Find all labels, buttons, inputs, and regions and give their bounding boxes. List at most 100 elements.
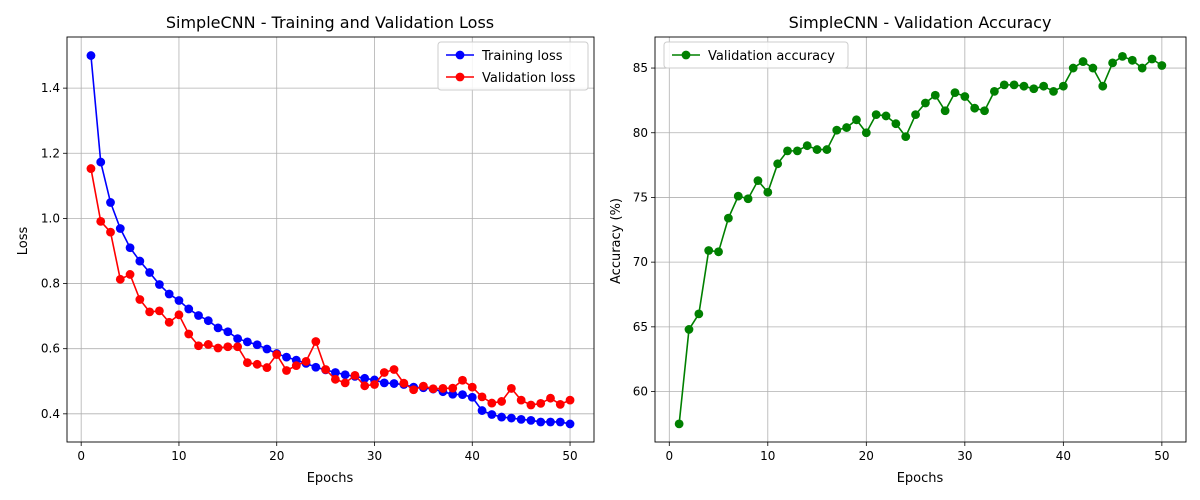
data-point: [565, 419, 575, 429]
data-point: [487, 410, 497, 419]
data-point: [409, 385, 419, 395]
data-point: [164, 289, 174, 299]
data-point: [233, 342, 243, 352]
x-tick-label: 40: [1056, 449, 1071, 463]
y-tick-label: 1.0: [41, 211, 60, 225]
data-point: [330, 368, 340, 377]
data-point: [555, 399, 565, 409]
legend-marker: [455, 50, 465, 60]
x-tick-label: 50: [1154, 449, 1169, 463]
accuracy-chart: SimpleCNN - Validation Accuracy Epochs A…: [609, 13, 1187, 486]
data-point: [135, 295, 145, 304]
data-point: [282, 352, 291, 362]
y-tick-label: 75: [633, 190, 648, 204]
data-point: [901, 132, 911, 142]
data-point: [467, 382, 477, 392]
data-point: [842, 123, 852, 132]
data-point: [546, 393, 555, 403]
data-point: [194, 341, 203, 351]
data-point: [252, 359, 262, 369]
data-point: [154, 280, 164, 289]
data-point: [184, 304, 194, 314]
data-point: [812, 145, 822, 154]
data-point: [223, 342, 233, 352]
x-tick-label: 0: [665, 449, 673, 463]
data-point: [115, 224, 125, 233]
data-point: [506, 413, 516, 423]
data-point: [861, 128, 871, 138]
x-tick-label: 10: [171, 449, 186, 463]
y-tick-label: 80: [633, 126, 648, 140]
data-point: [194, 311, 203, 320]
y-axis-label: Loss: [16, 227, 31, 256]
y-tick-label: 65: [633, 320, 648, 334]
data-point: [213, 323, 223, 333]
data-point: [733, 191, 743, 201]
data-point: [86, 51, 96, 60]
data-point: [891, 119, 901, 129]
data-point: [743, 194, 753, 204]
data-point: [1068, 63, 1078, 73]
data-point: [379, 378, 389, 388]
loss-chart: SimpleCNN - Training and Validation Loss…: [16, 13, 595, 486]
data-point: [763, 187, 773, 197]
data-point: [1108, 58, 1118, 68]
data-point: [753, 176, 763, 186]
data-point: [291, 361, 301, 371]
data-point: [852, 115, 861, 125]
data-point: [379, 368, 389, 377]
data-point: [233, 334, 243, 343]
data-point: [999, 80, 1009, 90]
x-tick-label: 40: [465, 449, 480, 463]
data-point: [184, 329, 194, 339]
data-point: [497, 412, 507, 422]
data-point: [164, 317, 174, 327]
chart-title: SimpleCNN - Training and Validation Loss: [166, 13, 494, 32]
y-tick-label: 70: [633, 255, 648, 269]
data-point: [330, 374, 340, 384]
data-point: [832, 125, 842, 135]
data-point: [448, 389, 458, 399]
data-point: [301, 356, 311, 366]
data-point: [438, 384, 448, 393]
data-point: [213, 343, 223, 353]
data-point: [970, 103, 980, 113]
data-point: [125, 270, 135, 279]
plot-frame: [654, 36, 1187, 443]
data-point: [1098, 81, 1108, 91]
data-point: [272, 350, 282, 359]
data-point: [242, 358, 252, 368]
data-point: [881, 111, 891, 121]
data-point: [506, 384, 516, 393]
data-point: [96, 157, 106, 167]
data-point: [223, 327, 233, 337]
data-point: [723, 213, 733, 223]
data-point: [674, 419, 684, 429]
data-point: [802, 141, 812, 151]
data-point: [399, 378, 409, 388]
plot-frame: [66, 36, 595, 443]
data-point: [262, 344, 272, 354]
x-tick-label: 20: [269, 449, 284, 463]
data-point: [526, 415, 536, 425]
data-point: [546, 417, 555, 427]
data-point: [871, 110, 881, 120]
legend-marker: [455, 72, 465, 82]
legend-label: Training loss: [481, 49, 563, 64]
data-point: [1009, 80, 1019, 90]
legend-label: Validation accuracy: [708, 49, 835, 64]
data-point: [526, 400, 536, 410]
data-point: [428, 384, 438, 394]
data-point: [203, 340, 213, 349]
data-point: [684, 325, 694, 334]
data-point: [773, 159, 783, 169]
x-tick-label: 50: [562, 449, 577, 463]
data-point: [950, 88, 960, 98]
data-point: [930, 90, 940, 100]
data-point: [418, 381, 428, 391]
data-point: [203, 316, 213, 326]
data-point: [282, 366, 291, 375]
data-point: [145, 268, 155, 277]
